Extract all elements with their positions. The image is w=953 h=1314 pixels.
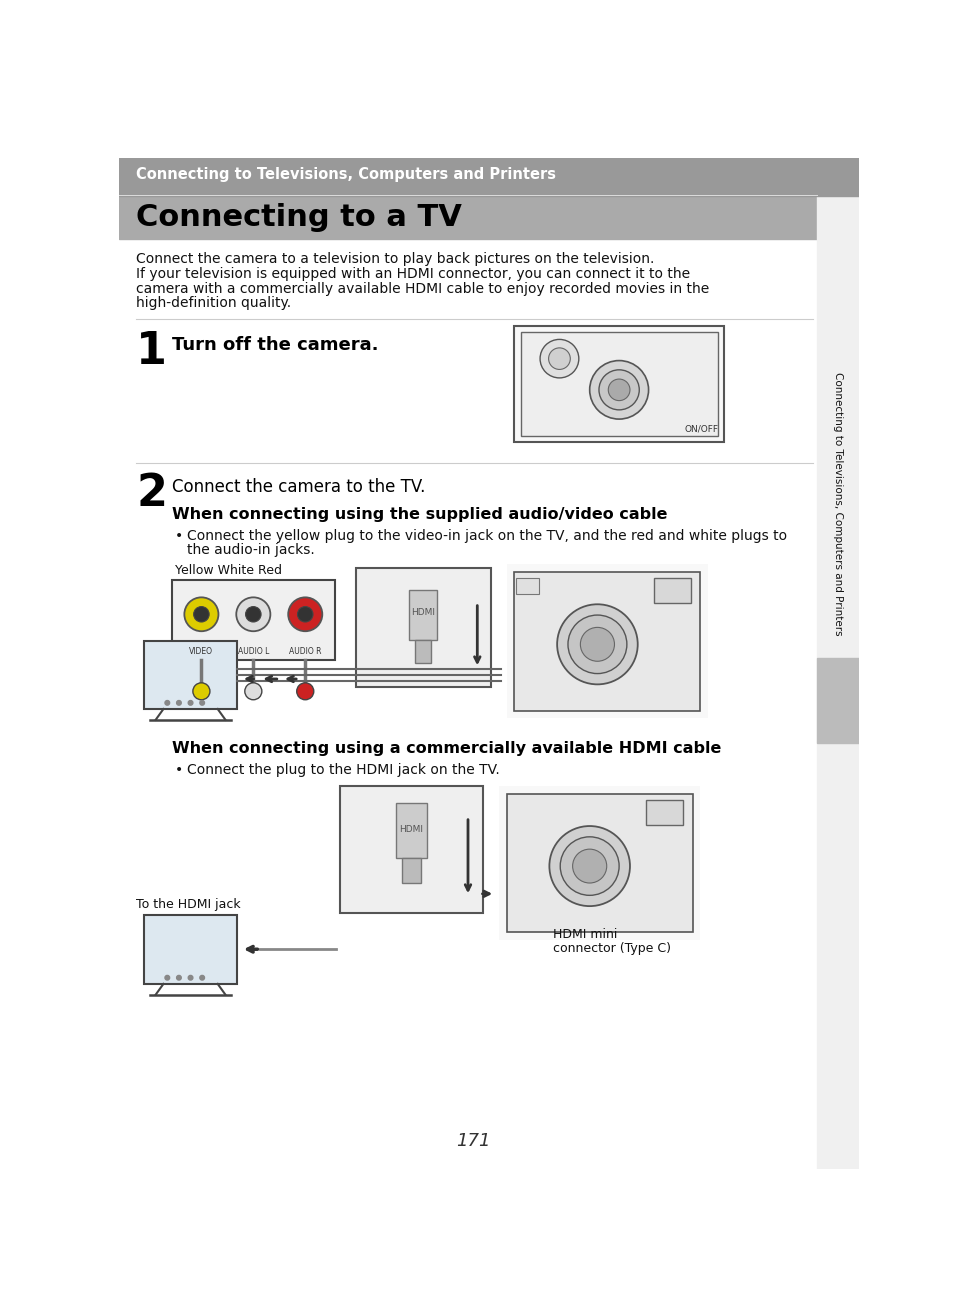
Text: AUDIO R: AUDIO R — [289, 646, 321, 656]
Text: To the HDMI jack: To the HDMI jack — [136, 897, 241, 911]
Text: Yellow White Red: Yellow White Red — [174, 564, 282, 577]
Circle shape — [199, 700, 204, 706]
Text: camera with a commercially available HDMI cable to enjoy recorded movies in the: camera with a commercially available HDM… — [136, 281, 709, 296]
Circle shape — [297, 607, 313, 622]
Bar — [395, 803, 427, 858]
Text: Connect the camera to a television to play back pictures on the television.: Connect the camera to a television to pl… — [136, 252, 654, 267]
Bar — [409, 590, 436, 640]
Bar — [355, 568, 491, 687]
Circle shape — [589, 360, 648, 419]
Circle shape — [165, 975, 170, 980]
Circle shape — [236, 598, 270, 631]
Circle shape — [579, 627, 614, 661]
Text: When connecting using a commercially available HDMI cable: When connecting using a commercially ava… — [172, 741, 720, 757]
Text: connector (Type C): connector (Type C) — [553, 942, 671, 955]
Text: Connecting to Televisions, Computers and Printers: Connecting to Televisions, Computers and… — [136, 167, 556, 183]
Circle shape — [559, 837, 618, 895]
Circle shape — [245, 683, 261, 700]
Bar — [506, 794, 692, 933]
Text: 2: 2 — [136, 472, 167, 515]
Bar — [415, 640, 431, 662]
Bar — [506, 564, 707, 719]
Bar — [516, 578, 538, 594]
Circle shape — [188, 975, 193, 980]
Bar — [514, 326, 723, 442]
Text: •: • — [174, 763, 183, 777]
Bar — [514, 572, 700, 711]
Bar — [144, 641, 236, 710]
Text: Connect the camera to the TV.: Connect the camera to the TV. — [172, 478, 425, 495]
Text: Turn off the camera.: Turn off the camera. — [172, 336, 378, 355]
Circle shape — [176, 975, 181, 980]
Circle shape — [188, 700, 193, 706]
Circle shape — [193, 683, 210, 700]
Text: VIDEO: VIDEO — [190, 646, 213, 656]
Text: AUDIO L: AUDIO L — [237, 646, 269, 656]
Circle shape — [598, 369, 639, 410]
Circle shape — [539, 339, 578, 378]
Circle shape — [245, 607, 261, 622]
Text: Connect the yellow plug to the video-in jack on the TV, and the red and white pl: Connect the yellow plug to the video-in … — [187, 528, 786, 543]
Bar — [520, 332, 717, 436]
Circle shape — [549, 827, 629, 907]
Circle shape — [288, 598, 322, 631]
Circle shape — [548, 348, 570, 369]
Circle shape — [193, 607, 209, 622]
Circle shape — [165, 700, 170, 706]
Text: the audio-in jacks.: the audio-in jacks. — [187, 543, 314, 557]
Text: If your television is equipped with an HDMI connector, you can connect it to the: If your television is equipped with an H… — [136, 267, 690, 281]
Text: Connecting to Televisions, Computers and Printers: Connecting to Televisions, Computers and… — [832, 372, 841, 636]
Text: Connecting to a TV: Connecting to a TV — [136, 202, 461, 231]
Text: •: • — [174, 528, 183, 543]
Circle shape — [184, 598, 218, 631]
Bar — [816, 658, 858, 742]
Circle shape — [199, 975, 204, 980]
Text: high-definition quality.: high-definition quality. — [136, 296, 291, 310]
Bar — [645, 800, 682, 824]
Circle shape — [608, 378, 629, 401]
Bar — [172, 579, 335, 661]
Bar — [402, 858, 420, 883]
Bar — [340, 786, 483, 913]
Circle shape — [176, 700, 181, 706]
Text: HDMI: HDMI — [399, 825, 423, 833]
Text: 171: 171 — [456, 1133, 490, 1150]
Text: 1: 1 — [136, 330, 167, 373]
Text: HDMI: HDMI — [411, 608, 435, 618]
Circle shape — [296, 683, 314, 700]
Bar — [119, 196, 816, 239]
Circle shape — [557, 604, 637, 685]
Bar — [498, 786, 700, 940]
Bar — [816, 158, 858, 1169]
Text: When connecting using the supplied audio/video cable: When connecting using the supplied audio… — [172, 507, 667, 522]
Circle shape — [567, 615, 626, 674]
Bar — [654, 578, 691, 603]
Bar — [144, 915, 236, 984]
Bar — [119, 158, 858, 196]
Circle shape — [572, 849, 606, 883]
Text: HDMI mini: HDMI mini — [553, 929, 617, 941]
Text: Connect the plug to the HDMI jack on the TV.: Connect the plug to the HDMI jack on the… — [187, 763, 499, 777]
Text: ON/OFF: ON/OFF — [684, 424, 719, 434]
